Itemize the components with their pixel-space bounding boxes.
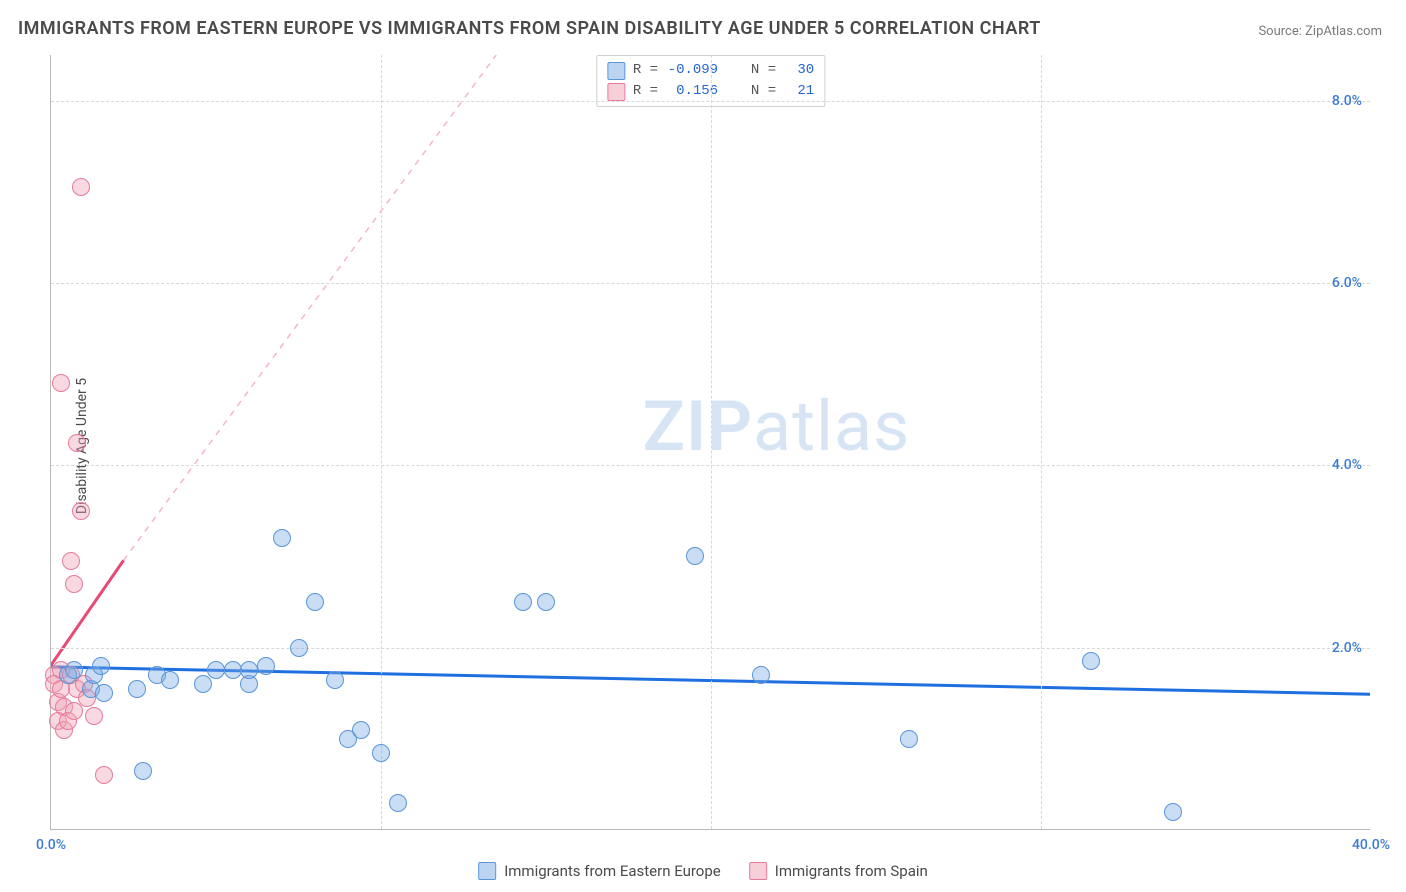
gridline-v — [381, 55, 382, 829]
data-point — [65, 702, 83, 720]
watermark: ZIPatlas — [643, 386, 911, 468]
plot-area: ZIPatlas R =-0.099 N =30R =0.156 N =21 2… — [50, 55, 1370, 830]
data-point — [352, 721, 370, 739]
legend-item: Immigrants from Eastern Europe — [478, 862, 721, 880]
r-label: R = — [633, 60, 658, 81]
y-tick-label: 2.0% — [1332, 640, 1362, 656]
data-point — [514, 593, 532, 611]
x-tick-label: 40.0% — [1352, 837, 1390, 853]
legend-swatch — [749, 862, 767, 880]
y-tick-label: 6.0% — [1332, 275, 1362, 291]
n-value: 30 — [784, 60, 814, 81]
data-point — [72, 178, 90, 196]
watermark-light: atlas — [753, 386, 910, 468]
gridline-v — [711, 55, 712, 829]
data-point — [128, 680, 146, 698]
legend-label: Immigrants from Spain — [775, 862, 928, 880]
data-point — [257, 657, 275, 675]
data-point — [52, 374, 70, 392]
legend-item: Immigrants from Spain — [749, 862, 928, 880]
n-label: N = — [751, 81, 776, 102]
data-point — [240, 661, 258, 679]
watermark-bold: ZIP — [643, 386, 753, 468]
n-value: 21 — [784, 81, 814, 102]
data-point — [65, 661, 83, 679]
r-label: R = — [633, 81, 658, 102]
x-tick-label: 0.0% — [36, 837, 66, 853]
source-name: ZipAtlas.com — [1305, 24, 1382, 39]
data-point — [537, 593, 555, 611]
source-label: Source: ZipAtlas.com — [1258, 24, 1382, 39]
data-point — [72, 502, 90, 520]
data-point — [95, 766, 113, 784]
data-point — [134, 762, 152, 780]
legend-swatch — [607, 83, 625, 101]
data-point — [224, 661, 242, 679]
data-point — [62, 552, 80, 570]
data-point — [273, 529, 291, 547]
trend-line — [124, 55, 497, 560]
data-point — [306, 593, 324, 611]
series-legend: Immigrants from Eastern Europe Immigrants… — [478, 862, 928, 880]
data-point — [95, 684, 113, 702]
data-point — [686, 547, 704, 565]
trend-line — [51, 560, 124, 665]
data-point — [752, 666, 770, 684]
y-tick-label: 8.0% — [1332, 93, 1362, 109]
data-point — [326, 671, 344, 689]
data-point — [68, 434, 86, 452]
data-point — [161, 671, 179, 689]
data-point — [389, 794, 407, 812]
data-point — [65, 575, 83, 593]
data-point — [207, 661, 225, 679]
gridline-v — [1041, 55, 1042, 829]
legend-label: Immigrants from Eastern Europe — [504, 862, 721, 880]
legend-swatch — [607, 62, 625, 80]
data-point — [194, 675, 212, 693]
legend-swatch — [478, 862, 496, 880]
chart-title: IMMIGRANTS FROM EASTERN EUROPE VS IMMIGR… — [18, 18, 1041, 39]
data-point — [85, 707, 103, 725]
data-point — [92, 657, 110, 675]
n-label: N = — [751, 60, 776, 81]
data-point — [290, 639, 308, 657]
data-point — [900, 730, 918, 748]
data-point — [1082, 652, 1100, 670]
y-tick-label: 4.0% — [1332, 457, 1362, 473]
data-point — [372, 744, 390, 762]
data-point — [1164, 803, 1182, 821]
source-prefix: Source: — [1258, 24, 1301, 39]
